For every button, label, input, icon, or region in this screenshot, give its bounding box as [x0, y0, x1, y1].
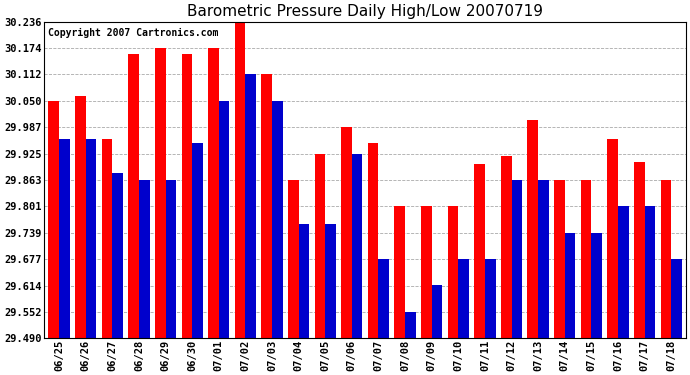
Bar	[181, 54, 192, 338]
Bar	[405, 312, 415, 338]
Bar	[192, 143, 203, 338]
Bar	[644, 206, 656, 338]
Bar	[341, 128, 352, 338]
Bar	[59, 139, 70, 338]
Bar	[288, 180, 299, 338]
Bar	[101, 139, 112, 338]
Bar	[581, 180, 591, 338]
Bar	[564, 232, 575, 338]
Bar	[591, 232, 602, 338]
Bar	[155, 48, 166, 338]
Bar	[378, 259, 389, 338]
Bar	[272, 100, 283, 338]
Bar	[139, 180, 150, 338]
Bar	[246, 74, 256, 338]
Bar	[395, 206, 405, 338]
Bar	[166, 180, 176, 338]
Bar	[501, 156, 511, 338]
Bar	[660, 180, 671, 338]
Bar	[634, 162, 644, 338]
Bar	[671, 259, 682, 338]
Bar	[75, 96, 86, 338]
Bar	[299, 224, 309, 338]
Text: Copyright 2007 Cartronics.com: Copyright 2007 Cartronics.com	[48, 28, 218, 38]
Bar	[208, 48, 219, 338]
Bar	[511, 180, 522, 338]
Bar	[448, 206, 458, 338]
Bar	[235, 22, 246, 338]
Bar	[86, 139, 97, 338]
Bar	[458, 259, 469, 338]
Bar	[368, 143, 378, 338]
Bar	[527, 120, 538, 338]
Bar	[538, 180, 549, 338]
Bar	[262, 74, 272, 338]
Bar	[315, 154, 325, 338]
Bar	[607, 139, 618, 338]
Bar	[554, 180, 564, 338]
Title: Barometric Pressure Daily High/Low 20070719: Barometric Pressure Daily High/Low 20070…	[187, 4, 543, 19]
Bar	[618, 206, 629, 338]
Bar	[421, 206, 432, 338]
Bar	[325, 224, 336, 338]
Bar	[219, 100, 229, 338]
Bar	[474, 164, 485, 338]
Bar	[485, 259, 495, 338]
Bar	[432, 285, 442, 338]
Bar	[112, 173, 123, 338]
Bar	[48, 100, 59, 338]
Bar	[352, 154, 362, 338]
Bar	[128, 54, 139, 338]
